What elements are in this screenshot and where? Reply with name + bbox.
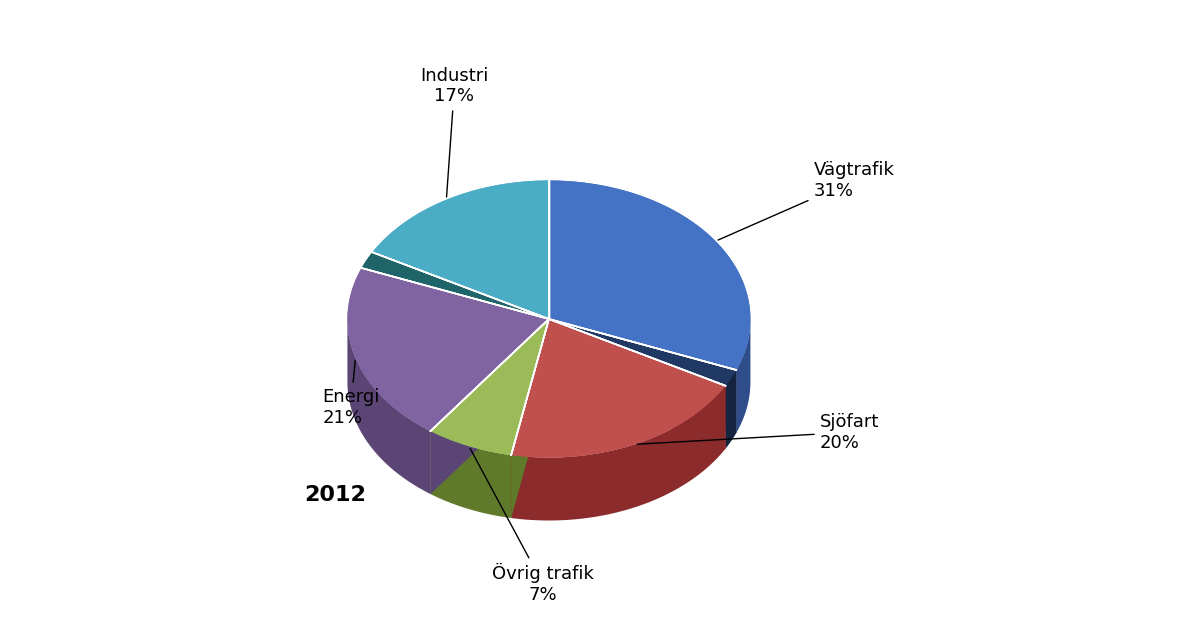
Polygon shape	[549, 319, 726, 449]
Text: 2012: 2012	[304, 486, 365, 505]
Polygon shape	[372, 181, 549, 319]
Text: Vägtrafik
31%: Vägtrafik 31%	[718, 161, 894, 240]
Polygon shape	[549, 319, 737, 386]
Polygon shape	[549, 319, 737, 433]
Polygon shape	[511, 319, 549, 518]
Polygon shape	[511, 319, 726, 457]
Polygon shape	[431, 319, 549, 455]
Text: Energi
21%: Energi 21%	[323, 360, 380, 427]
Polygon shape	[549, 181, 751, 370]
Polygon shape	[372, 181, 549, 319]
Polygon shape	[431, 319, 549, 494]
Polygon shape	[347, 320, 431, 494]
Text: Sjöfart
20%: Sjöfart 20%	[638, 413, 879, 452]
Polygon shape	[549, 319, 737, 386]
Polygon shape	[347, 268, 549, 431]
Polygon shape	[549, 319, 737, 433]
Polygon shape	[431, 319, 549, 455]
Polygon shape	[511, 319, 549, 518]
Text: Industri
17%: Industri 17%	[420, 66, 489, 197]
Polygon shape	[726, 370, 737, 449]
Polygon shape	[347, 268, 549, 431]
Polygon shape	[549, 181, 751, 370]
Polygon shape	[362, 252, 549, 319]
Polygon shape	[362, 252, 549, 319]
Polygon shape	[549, 319, 726, 449]
Polygon shape	[737, 320, 751, 433]
Polygon shape	[431, 431, 511, 518]
Polygon shape	[511, 319, 726, 457]
Text: Övrig trafik
7%: Övrig trafik 7%	[470, 449, 593, 604]
Polygon shape	[431, 319, 549, 494]
Polygon shape	[511, 386, 726, 521]
